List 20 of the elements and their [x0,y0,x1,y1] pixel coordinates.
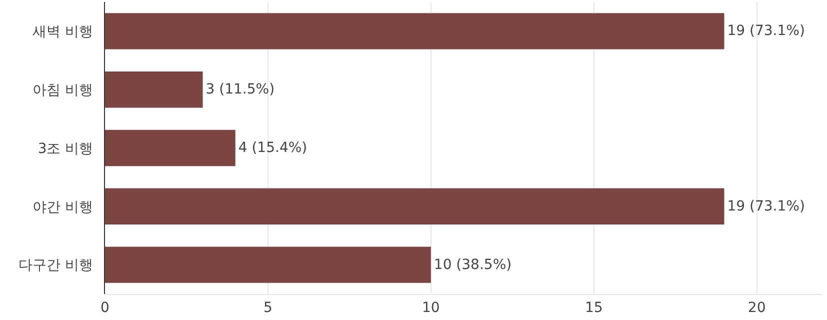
x-tick-label: 0 [100,300,110,316]
bar [105,72,203,108]
data-label: 4 (15.4%) [238,140,308,156]
data-label: 3 (11.5%) [206,82,275,98]
y-tick-label: 3조 비행 [38,140,94,157]
data-label: 19 (73.1%) [727,198,805,214]
data-label: 10 (38.5%) [434,256,512,273]
bar [105,188,724,224]
y-tick-label: 새벽 비행 [32,24,94,40]
x-tick-label: 5 [263,300,272,316]
y-tick-label: 아침 비행 [32,82,94,98]
x-tick-label: 20 [748,300,766,316]
x-tick-label: 10 [422,300,440,316]
y-tick-label: 야간 비행 [32,199,94,216]
bar [105,13,724,50]
x-tick-label: 15 [584,300,603,316]
bar [105,246,431,283]
data-label: 19 (73.1%) [727,23,805,40]
bar [105,130,236,166]
y-tick-label: 다구간 비행 [18,258,94,274]
